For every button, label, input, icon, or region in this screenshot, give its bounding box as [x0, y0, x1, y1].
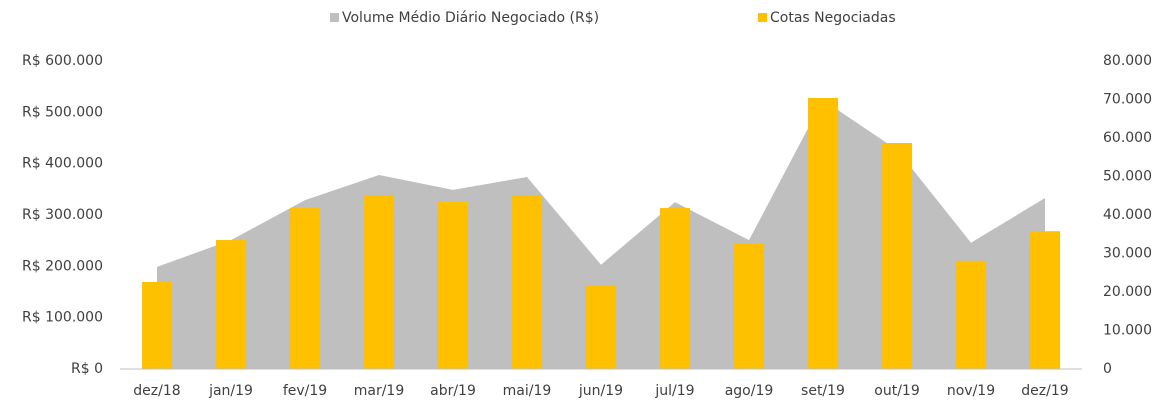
y2-tick-label: 40.000	[1103, 207, 1152, 223]
y-tick-label: R$ 100.000	[22, 310, 103, 326]
bar	[808, 97, 838, 370]
bar	[586, 285, 616, 369]
bar	[290, 208, 320, 369]
legend-marker	[758, 13, 767, 22]
x-tick-label: jul/19	[654, 383, 694, 399]
bar	[142, 281, 172, 369]
bar	[216, 240, 246, 369]
y-tick-label: R$ 500.000	[22, 104, 103, 120]
y-tick-label: R$ 600.000	[22, 53, 103, 69]
legend-marker	[330, 13, 339, 22]
x-tick-label: jun/19	[578, 383, 623, 399]
x-tick-label: abr/19	[430, 383, 476, 399]
x-tick-label: dez/18	[133, 383, 180, 399]
y2-tick-label: 0	[1103, 361, 1112, 377]
bar	[956, 260, 986, 369]
y2-tick-label: 50.000	[1103, 169, 1152, 185]
y2-tick-label: 60.000	[1103, 130, 1152, 146]
x-tick-label: fev/19	[283, 383, 327, 399]
y2-tick-label: 30.000	[1103, 246, 1152, 262]
legend-label: Volume Médio Diário Negociado (R$)	[342, 10, 599, 26]
y2-tick-label: 80.000	[1103, 53, 1152, 69]
bar	[882, 143, 912, 369]
y2-tick-label: 10.000	[1103, 323, 1152, 339]
x-tick-label: set/19	[801, 383, 845, 399]
y2-tick-label: 70.000	[1103, 92, 1152, 108]
bar	[1030, 231, 1060, 369]
x-tick-label: ago/19	[725, 383, 774, 399]
bar	[660, 208, 690, 369]
y-tick-label: R$ 400.000	[22, 156, 103, 172]
legend-label: Cotas Negociadas	[770, 10, 896, 26]
bar	[364, 194, 394, 369]
bar	[438, 201, 468, 369]
bar	[512, 194, 542, 369]
bar	[734, 243, 764, 369]
y2-tick-label: 20.000	[1103, 284, 1152, 300]
y-tick-label: R$ 0	[71, 361, 103, 377]
x-tick-label: dez/19	[1021, 383, 1068, 399]
x-tick-label: out/19	[874, 383, 919, 399]
x-tick-label: jan/19	[208, 383, 253, 399]
y-tick-label: R$ 200.000	[22, 258, 103, 274]
x-tick-label: mar/19	[354, 383, 405, 399]
x-tick-label: mai/19	[503, 383, 552, 399]
y-tick-label: R$ 300.000	[22, 207, 103, 223]
x-tick-label: nov/19	[947, 383, 995, 399]
